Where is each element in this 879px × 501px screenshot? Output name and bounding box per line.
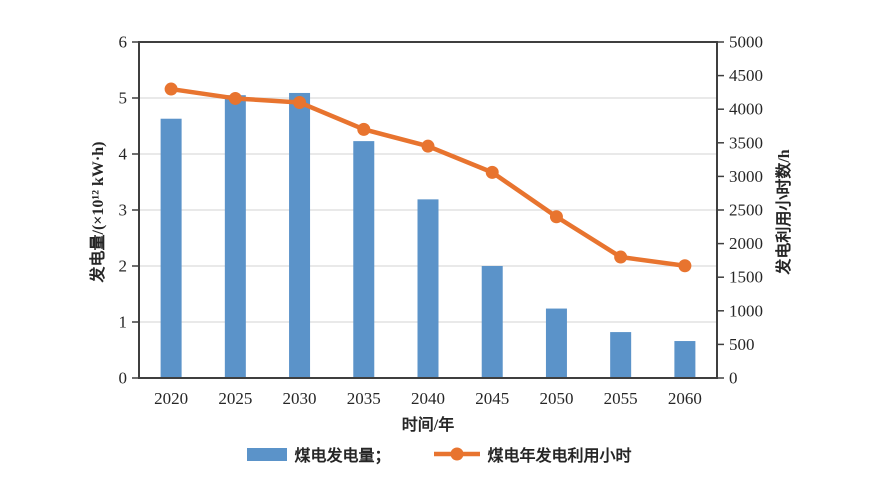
x-tick-label: 2025 xyxy=(218,389,252,408)
line-marker-2045 xyxy=(485,165,499,179)
left-tick-label: 2 xyxy=(119,257,128,276)
right-tick-label: 5000 xyxy=(729,33,763,52)
right-tick-label: 500 xyxy=(729,335,755,354)
x-tick-label: 2035 xyxy=(347,389,381,408)
right-tick-label: 2000 xyxy=(729,234,763,253)
line-marker-2025 xyxy=(228,91,242,105)
legend-item-bar: 煤电发电量； xyxy=(247,442,391,466)
right-tick-label: 4500 xyxy=(729,66,763,85)
x-tick-label: 2055 xyxy=(604,389,638,408)
x-tick-label: 2040 xyxy=(411,389,445,408)
legend-line-label: 煤电年发电利用小时 xyxy=(487,448,632,465)
line-marker-2040 xyxy=(421,139,435,153)
line-marker-2020 xyxy=(164,82,178,96)
line-marker-2035 xyxy=(357,122,371,136)
right-tick-label: 2500 xyxy=(729,201,763,220)
x-tick-label: 2030 xyxy=(283,389,317,408)
left-tick-label: 5 xyxy=(119,89,128,108)
left-tick-label: 4 xyxy=(119,145,128,164)
bar-2025 xyxy=(224,95,246,378)
right-tick-label: 3500 xyxy=(729,133,763,152)
line-marker-2055 xyxy=(614,250,628,264)
left-tick-label: 1 xyxy=(119,313,128,332)
line-marker-2030 xyxy=(293,95,307,109)
right-tick-label: 1500 xyxy=(729,268,763,287)
right-tick-label: 0 xyxy=(729,369,738,388)
x-tick-label: 2045 xyxy=(475,389,509,408)
legend-bar-label: 煤电发电量； xyxy=(294,448,391,465)
left-axis-title: 发电量/(×10¹² kW·h) xyxy=(90,141,107,283)
right-tick-label: 4000 xyxy=(729,100,763,119)
bar-2040 xyxy=(417,199,439,378)
x-axis-title: 时间/年 xyxy=(401,417,455,434)
legend-item-line: 煤电年发电利用小时 xyxy=(433,442,632,466)
x-tick-label: 2060 xyxy=(668,389,702,408)
x-tick-label: 2020 xyxy=(154,389,188,408)
bar-2050 xyxy=(545,308,567,378)
left-tick-label: 6 xyxy=(119,33,128,52)
bar-2035 xyxy=(353,141,375,378)
right-tick-label: 3000 xyxy=(729,167,763,186)
bar-2030 xyxy=(289,92,311,379)
bar-swatch-icon xyxy=(247,447,288,461)
bar-2045 xyxy=(481,266,503,378)
legend-line-dot xyxy=(450,447,463,461)
right-axis-title: 发电利用小时数/h xyxy=(776,149,793,275)
bar-2060 xyxy=(674,341,696,378)
left-tick-label: 0 xyxy=(119,369,128,388)
x-tick-label: 2050 xyxy=(539,389,573,408)
right-tick-label: 1000 xyxy=(729,301,763,320)
line-marker-2050 xyxy=(549,210,563,224)
legend: 煤电发电量； 煤电年发电利用小时 xyxy=(0,442,879,466)
line-swatch-icon xyxy=(433,447,480,461)
bar-2055 xyxy=(610,332,632,378)
left-tick-label: 3 xyxy=(119,201,128,220)
bar-2020 xyxy=(160,118,182,378)
line-marker-2060 xyxy=(678,259,692,273)
